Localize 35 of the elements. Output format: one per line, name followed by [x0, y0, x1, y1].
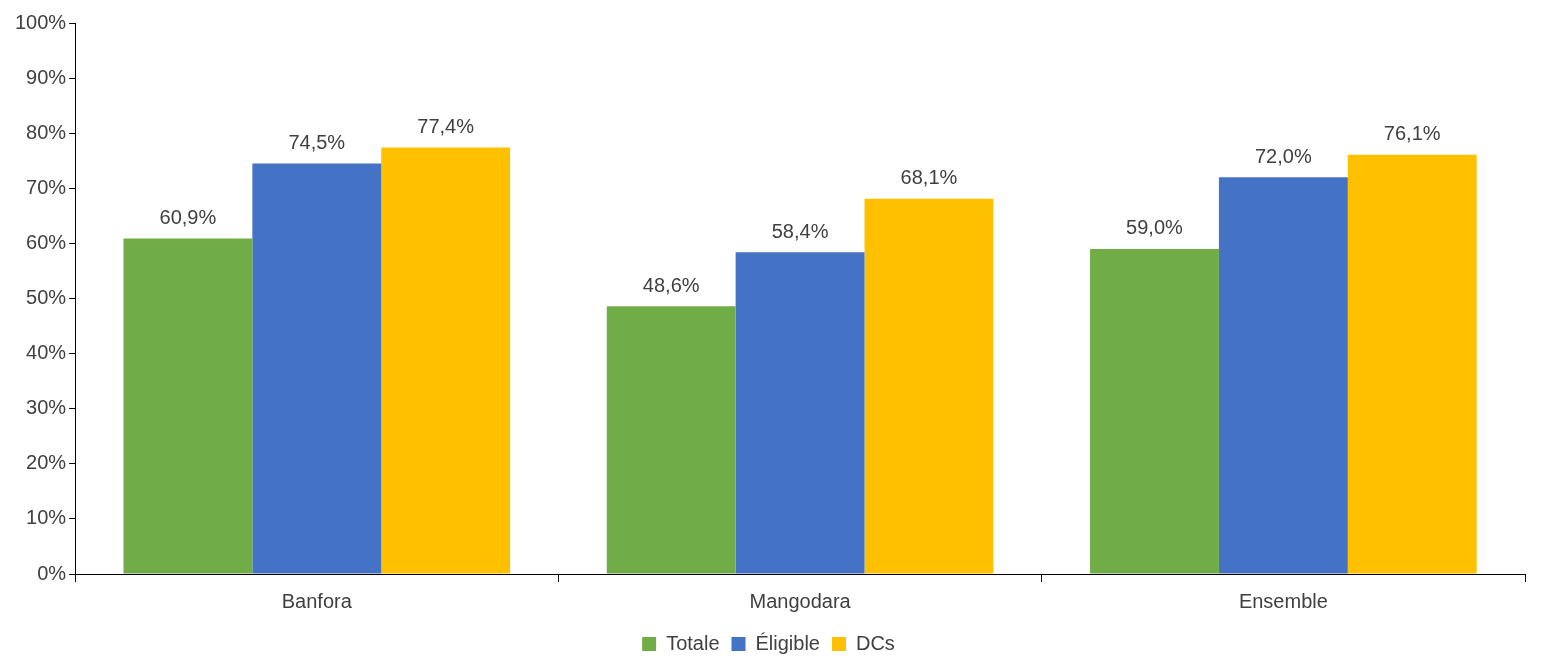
legend-label: DCs — [855, 631, 895, 654]
y-tick-label: 80% — [26, 120, 67, 143]
data-label: 77,4% — [417, 115, 475, 138]
x-tick-label: Banfora — [281, 589, 353, 612]
bar — [735, 252, 865, 574]
data-label: 72,0% — [1255, 144, 1312, 167]
x-tick-label: Mangodara — [749, 589, 852, 612]
bar — [864, 198, 994, 574]
y-tick-label: 30% — [26, 396, 67, 419]
legend-label: Totale — [666, 631, 720, 654]
y-tick-label: 60% — [26, 230, 67, 253]
bar — [123, 238, 253, 574]
y-tick-label: 50% — [26, 286, 67, 309]
data-label: 59,0% — [1126, 216, 1184, 239]
data-label: 48,6% — [642, 273, 700, 296]
legend-label: Éligible — [755, 631, 820, 654]
y-tick-label: 100% — [15, 10, 67, 33]
y-tick-label: 90% — [26, 65, 67, 88]
data-label: 60,9% — [159, 205, 217, 228]
y-tick-label: 40% — [26, 341, 67, 364]
y-tick-label: 20% — [26, 451, 67, 474]
bar — [1090, 248, 1219, 574]
bar — [1218, 177, 1348, 574]
y-tick-label: 0% — [37, 561, 67, 584]
bar — [606, 306, 736, 574]
bar — [1347, 154, 1477, 574]
y-tick-label: 10% — [26, 506, 67, 529]
data-label: 68,1% — [900, 166, 958, 189]
data-label: 58,4% — [771, 219, 829, 242]
bar — [252, 163, 382, 574]
data-label: 74,5% — [288, 131, 346, 154]
bar — [381, 147, 511, 574]
data-label: 76,1% — [1383, 122, 1441, 145]
y-tick-label: 70% — [26, 175, 67, 198]
x-tick-label: Ensemble — [1238, 589, 1328, 612]
